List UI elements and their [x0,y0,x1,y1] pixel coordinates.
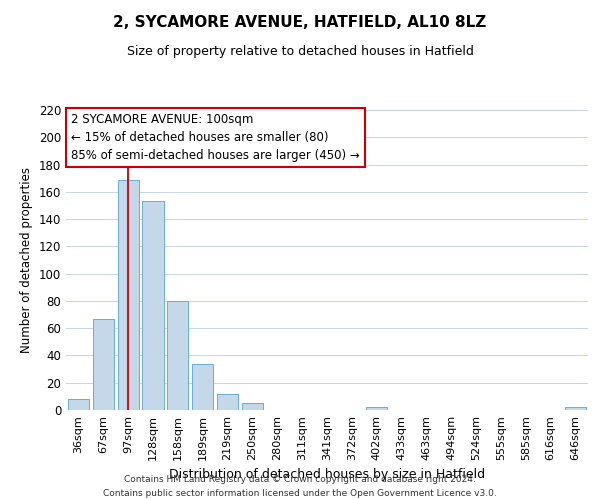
Y-axis label: Number of detached properties: Number of detached properties [20,167,33,353]
X-axis label: Distribution of detached houses by size in Hatfield: Distribution of detached houses by size … [169,468,485,481]
Bar [217,394,238,410]
Bar [565,408,586,410]
Text: Contains HM Land Registry data © Crown copyright and database right 2024.
Contai: Contains HM Land Registry data © Crown c… [103,476,497,498]
Bar [142,202,164,410]
Text: 2 SYCAMORE AVENUE: 100sqm
← 15% of detached houses are smaller (80)
85% of semi-: 2 SYCAMORE AVENUE: 100sqm ← 15% of detac… [71,113,360,162]
Bar [93,318,114,410]
Bar [118,180,139,410]
Bar [366,408,387,410]
Bar [242,403,263,410]
Bar [167,301,188,410]
Bar [68,399,89,410]
Text: Size of property relative to detached houses in Hatfield: Size of property relative to detached ho… [127,45,473,58]
Bar [192,364,213,410]
Text: 2, SYCAMORE AVENUE, HATFIELD, AL10 8LZ: 2, SYCAMORE AVENUE, HATFIELD, AL10 8LZ [113,15,487,30]
